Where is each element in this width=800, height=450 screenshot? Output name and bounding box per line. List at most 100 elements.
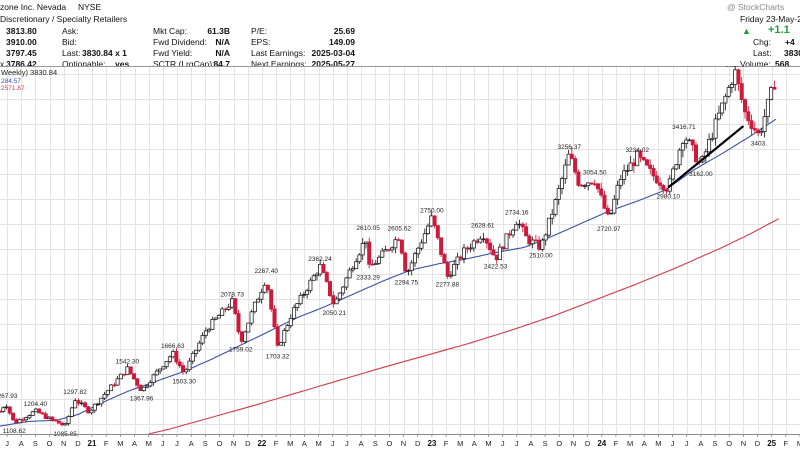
candle-body [301,294,306,296]
candle-body [318,263,323,275]
candle-body [109,384,114,392]
price-label: 3162.00 [689,171,713,178]
x-tick-label: J [515,439,519,448]
candle-body [350,268,355,271]
candle-body [79,402,84,405]
candle-body [321,263,326,273]
candle-body [141,386,146,392]
candle-body [347,269,352,279]
candle-body [422,233,427,244]
candle-body [174,350,179,363]
candle-body [363,241,368,245]
price-label: 3256.37 [557,144,581,151]
candle-body [311,275,316,281]
high-value: 3910.00 [6,37,37,47]
candle-body [63,422,68,426]
candle-body [43,413,48,419]
price-label: 2610.05 [356,225,380,232]
candle-body [370,263,375,266]
candle-body [210,318,215,330]
candle-body [425,225,430,234]
candle-body [50,416,55,421]
price-label: 3916.8 [725,66,745,68]
x-tick-label: F [614,439,619,448]
x-tick-label: F [274,439,279,448]
candle-body [550,213,555,219]
candle-body [452,263,457,276]
x-tick-label: M [146,439,152,448]
x-tick-label: N [61,439,66,448]
x-tick-label: S [33,439,38,448]
candle-body [445,262,450,277]
candle-body [694,144,699,163]
candle-body [533,239,538,242]
x-tick-label: 24 [597,439,606,448]
x-tick-label: M [457,439,463,448]
candle-body [24,417,29,421]
candle-body [288,317,293,326]
chart-header: zone Inc. Nevada NYSE Discretionary / Sp… [0,0,800,69]
price-label: 1267.93 [0,393,18,400]
candle-body [733,69,738,85]
candle-body [743,99,748,113]
candle-body [406,270,411,272]
candle-body [190,352,195,362]
candle-body [30,411,35,417]
candle-body [278,342,283,346]
price-label: 2362.24 [308,256,332,263]
candle-body [651,168,656,177]
candle-body [171,350,176,358]
price-label: 2078.73 [220,292,244,299]
price-label: 3416.71 [672,124,696,131]
candle-body [596,183,601,190]
x-tick-label: N [741,439,746,448]
candle-body [164,361,169,368]
candlestick-series [0,66,777,427]
fwd-dividend-value: N/A [215,37,230,47]
candle-body [331,295,336,305]
candle-body [432,215,437,226]
candle-body [194,349,199,354]
eps-label: EPS: [251,37,271,47]
up-arrow-icon: ▲ [742,26,751,36]
candle-body [671,168,676,180]
x-tick-label: N [231,439,236,448]
candle-body [252,301,257,313]
sector: Discretionary / Specialty Retailers [0,14,128,24]
candle-body [769,86,774,100]
fwd-yield-value: N/A [215,48,230,58]
candle-body [229,298,234,308]
candle-body [543,234,548,241]
candle-body [713,118,718,139]
candle-body [772,86,777,90]
x-tick-label: A [302,439,307,448]
candle-body [131,373,136,380]
candle-body [216,315,221,319]
candle-body [641,157,646,161]
candle-body [105,390,110,395]
candle-body [419,242,424,249]
candle-body [524,226,529,237]
candle-body [112,384,117,387]
last-earnings-label: Last Earnings: [251,48,306,58]
price-label: 1759.02 [229,347,253,354]
x-tick-label: A [132,439,137,448]
candle-body [412,253,417,264]
candle-body [478,238,483,243]
x-tick-label: A [698,439,703,448]
x-tick-label: M [315,439,321,448]
candle-body [707,139,712,153]
candle-body [236,313,241,333]
candle-body [184,369,189,373]
candle-body [314,273,319,277]
x-tick-label: 25 [767,439,776,448]
next-earnings-value: 2025-05-27 [311,59,355,69]
optionable-label: Optionable: [62,59,106,69]
last-value: 3830.84 x 1 [82,48,127,58]
legend-price: Weekly) 3830.84 [1,68,57,77]
candle-body [638,150,643,158]
price-label: 2980.10 [657,194,681,201]
candle-body [14,419,19,424]
candle-body [752,128,757,131]
close-value: 3786.42 [6,59,37,69]
